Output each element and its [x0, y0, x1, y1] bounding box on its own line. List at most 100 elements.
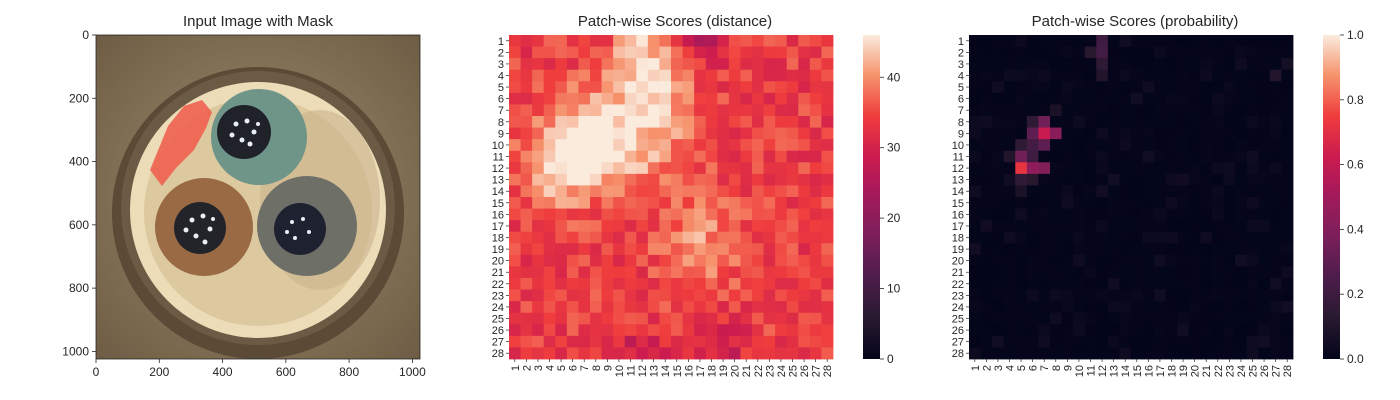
heatmap-cell — [1235, 81, 1248, 94]
heatmap-cell — [578, 127, 591, 140]
heatmap-cell — [624, 46, 637, 59]
heatmap-cell — [728, 116, 741, 128]
heatmap-cell — [671, 162, 683, 175]
heatmap-cell — [659, 289, 672, 302]
heatmap-cell — [717, 81, 730, 94]
heatmap-cell — [1235, 127, 1248, 140]
heatmap-cell — [1107, 197, 1120, 209]
heatmap-cell — [821, 312, 834, 325]
heatmap-cell — [1015, 347, 1028, 360]
heatmap-cell — [728, 254, 741, 267]
heatmap-cell — [798, 58, 811, 71]
heatmap-cell — [520, 127, 533, 140]
x-tick-label: 15 — [1132, 365, 1144, 377]
heatmap-cell — [520, 243, 533, 256]
heatmap-cell — [728, 243, 741, 256]
x-tick-label: 9 — [602, 365, 614, 371]
heatmap-cell — [1223, 347, 1236, 360]
heatmap-cell — [1084, 81, 1097, 94]
heatmap-cell — [980, 197, 993, 209]
heatmap-cell — [821, 139, 834, 152]
heatmap-cell — [671, 81, 683, 94]
heatmap-cell — [1235, 116, 1248, 128]
heatmap-cell — [1200, 104, 1213, 117]
heatmap-cell — [1084, 139, 1097, 152]
heatmap-cell — [1154, 139, 1167, 152]
heatmap-cell — [1073, 92, 1086, 105]
heatmap-cell — [752, 46, 764, 59]
heatmap-cell — [992, 150, 1005, 163]
heatmap-cell — [821, 173, 834, 186]
heatmap-cell — [1026, 35, 1039, 47]
heatmap-cell — [1246, 266, 1259, 279]
grey-conductor-core — [274, 203, 326, 255]
heatmap-cell — [1015, 81, 1028, 94]
heatmap-cell — [717, 197, 730, 209]
y-tick-label: 20 — [952, 256, 964, 268]
heatmap-cell — [1038, 81, 1051, 94]
heatmap-cell — [1177, 324, 1190, 337]
y-tick-label: 14 — [492, 186, 504, 198]
heatmap-cell — [980, 289, 993, 302]
heatmap-cell — [601, 324, 614, 337]
y-tick-label: 18 — [492, 233, 504, 245]
heatmap-cell — [1223, 116, 1236, 128]
heatmap-cell — [1061, 312, 1074, 325]
heatmap-cell — [1073, 220, 1086, 233]
heatmap-cell — [786, 127, 799, 140]
heatmap-cell — [1177, 46, 1190, 59]
heatmap-cell — [705, 150, 718, 163]
x-tick-label: 25 — [1248, 365, 1260, 377]
heatmap-cell — [578, 162, 591, 175]
heatmap-cell — [543, 266, 556, 279]
heatmap-cell — [1026, 301, 1039, 314]
heatmap-cell — [752, 104, 764, 117]
heatmap-cell — [969, 46, 981, 59]
heatmap-cell — [1269, 335, 1282, 348]
heatmap-cell — [1246, 173, 1259, 186]
x-tick-label: 0 — [93, 365, 100, 379]
heatmap-cell — [809, 289, 822, 302]
heatmap-cell — [809, 104, 822, 117]
heatmap-cell — [659, 254, 672, 267]
heatmap-cell — [1269, 289, 1282, 302]
heatmap-cell — [624, 289, 637, 302]
heatmap-cell — [1026, 150, 1039, 163]
heatmap-cell — [694, 185, 707, 198]
panel1-frame — [95, 34, 421, 360]
heatmap-cell — [740, 139, 753, 152]
heatmap-cell — [1188, 324, 1201, 337]
heatmap-cell — [578, 35, 591, 47]
heatmap-cell — [969, 266, 981, 279]
heatmap-cell — [1003, 185, 1016, 198]
heatmap-cell — [590, 197, 602, 209]
heatmap-cell — [740, 278, 753, 290]
heatmap-cell — [1084, 220, 1097, 233]
heatmap-cell — [682, 254, 695, 267]
heatmap-cell — [775, 289, 788, 302]
heatmap-cell — [740, 173, 753, 186]
heatmap-cell — [728, 197, 741, 209]
heatmap-cell — [1119, 266, 1132, 279]
heatmap-cell — [671, 312, 683, 325]
heatmap-cell — [532, 58, 545, 71]
heatmap-cell — [671, 324, 683, 337]
heatmap-cell — [1269, 81, 1282, 94]
heatmap-cell — [969, 58, 981, 71]
heatmap-cell — [555, 69, 568, 82]
heatmap-cell — [1038, 231, 1051, 244]
heatmap-cell — [1096, 266, 1109, 279]
heatmap-cell — [1050, 162, 1062, 175]
heatmap-cell — [752, 254, 764, 267]
heatmap-cell — [578, 139, 591, 152]
x-tick-label: 800 — [339, 365, 359, 379]
heatmap-cell — [1258, 335, 1271, 348]
heatmap-cell — [1223, 254, 1236, 267]
heatmap-cell — [671, 197, 683, 209]
heatmap-cell — [671, 150, 683, 163]
heatmap-cell — [520, 289, 533, 302]
heatmap-cell — [671, 127, 683, 140]
heatmap-cell — [1200, 347, 1213, 360]
heatmap-cell — [1073, 173, 1086, 186]
heatmap-cell — [786, 81, 799, 94]
